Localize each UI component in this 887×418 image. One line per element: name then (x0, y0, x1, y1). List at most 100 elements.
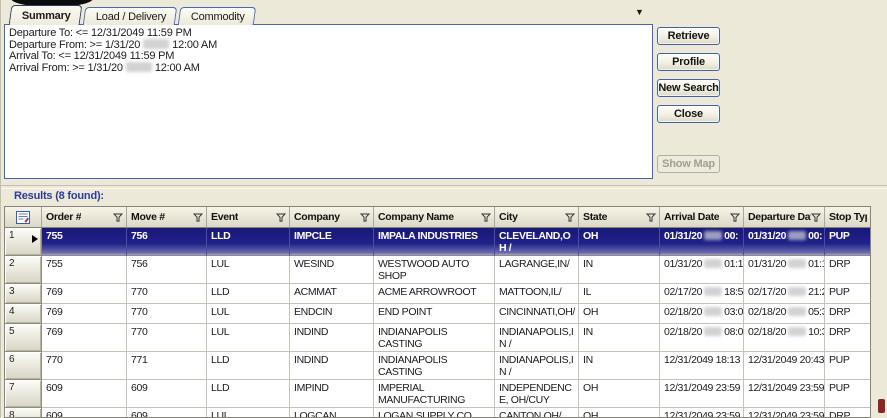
cell-stop-type[interactable]: PUP (825, 352, 870, 380)
dropdown-arrow-icon[interactable]: ▼ (635, 7, 644, 17)
cell-company-name[interactable]: END POINT (374, 304, 495, 324)
column-header-event[interactable]: Event (207, 207, 290, 227)
cell-stop-type[interactable]: PUP (825, 228, 870, 256)
cell-company[interactable]: IMPIND (290, 380, 374, 408)
cell-move[interactable]: 756 (127, 256, 207, 284)
column-header-company-name[interactable]: Company Name (374, 207, 495, 227)
cell-state[interactable]: OH (579, 304, 660, 324)
cell-move[interactable]: 770 (127, 304, 207, 324)
cell-departure-date[interactable]: 12/31/2049 23:59 (744, 408, 825, 417)
filter-funnel-icon[interactable] (276, 213, 286, 222)
filter-funnel-icon[interactable] (113, 213, 123, 222)
filter-funnel-icon[interactable] (565, 213, 575, 222)
row-number-cell[interactable]: 1 (5, 228, 42, 256)
cell-event[interactable]: LUL (207, 408, 290, 417)
cell-company-name[interactable]: INDIANAPOLIS CASTING (374, 324, 495, 352)
cell-departure-date[interactable]: 12/31/2049 20:43 (744, 352, 825, 380)
profile-button[interactable]: Profile (657, 53, 720, 71)
cell-move[interactable]: 770 (127, 284, 207, 304)
cell-arrival-date[interactable]: 12/31/2049 23:59 (660, 408, 744, 417)
cell-event[interactable]: LLD (207, 352, 290, 380)
column-header-arrival-date[interactable]: Arrival Date (660, 207, 744, 227)
row-number-cell[interactable]: 5 (5, 324, 42, 352)
cell-company[interactable]: LOGCAN (290, 408, 374, 417)
cell-move[interactable]: 770 (127, 324, 207, 352)
cell-departure-date[interactable]: 01/31/20 00: (744, 228, 825, 256)
filter-funnel-icon[interactable] (481, 213, 491, 222)
cell-company-name[interactable]: INDIANAPOLIS CASTING (374, 352, 495, 380)
column-header-stop-type[interactable]: Stop Type (825, 207, 870, 227)
cell-city[interactable]: CINCINNATI,OH/ (495, 304, 579, 324)
cell-state[interactable]: OH (579, 408, 660, 417)
row-number-cell[interactable]: 6 (5, 352, 42, 380)
new-search-button[interactable]: New Search (657, 79, 720, 97)
show-map-button[interactable]: Show Map (657, 155, 720, 173)
cell-event[interactable]: LUL (207, 324, 290, 352)
column-header-state[interactable]: State (579, 207, 660, 227)
cell-state[interactable]: IN (579, 352, 660, 380)
cell-company-name[interactable]: WESTWOOD AUTO SHOP (374, 256, 495, 284)
cell-state[interactable]: OH (579, 228, 660, 256)
cell-state[interactable]: IL (579, 284, 660, 304)
cell-city[interactable]: INDIANAPOLIS,IN / (495, 324, 579, 352)
select-all-header-cell[interactable] (5, 207, 42, 227)
filter-funnel-icon[interactable] (646, 213, 656, 222)
table-row[interactable]: 8 609 609 LUL LOGCAN LOGAN SUPPLY CO CANTON,OH… (5, 408, 870, 417)
column-header-company[interactable]: Company (290, 207, 374, 227)
close-button[interactable]: Close (657, 105, 720, 123)
table-row[interactable]: 3 769 770 LLD ACMMAT ACME ARROWROOT MATTOON,IL… (5, 284, 870, 304)
cell-city[interactable]: INDEPENDENCE, OH/CUY (495, 380, 579, 408)
cell-arrival-date[interactable]: 02/18/20 08:00 (660, 324, 744, 352)
cell-arrival-date[interactable]: 12/31/2049 18:13 (660, 352, 744, 380)
cell-move[interactable]: 771 (127, 352, 207, 380)
cell-order[interactable]: 609 (42, 408, 127, 417)
column-header-move[interactable]: Move # (127, 207, 207, 227)
column-header-city[interactable]: City (495, 207, 579, 227)
table-row[interactable]: 2 755 756 LUL WESIND WESTWOOD AUTO SHOP LAGRAN… (5, 256, 870, 284)
cell-event[interactable]: LUL (207, 304, 290, 324)
cell-event[interactable]: LUL (207, 256, 290, 284)
row-number-cell[interactable]: 8 (5, 408, 42, 417)
column-header-departure-dat[interactable]: Departure Dat (744, 207, 825, 227)
cell-departure-date[interactable]: 02/17/20 21:26 (744, 284, 825, 304)
row-number-cell[interactable]: 7 (5, 380, 42, 408)
cell-state[interactable]: OH (579, 380, 660, 408)
cell-move[interactable]: 756 (127, 228, 207, 256)
cell-city[interactable]: CANTON,OH/ (495, 408, 579, 417)
cell-company[interactable]: INDIND (290, 324, 374, 352)
cell-order[interactable]: 769 (42, 304, 127, 324)
cell-event[interactable]: LLD (207, 380, 290, 408)
cell-state[interactable]: IN (579, 256, 660, 284)
cell-arrival-date[interactable]: 12/31/2049 23:59 (660, 380, 744, 408)
cell-order[interactable]: 769 (42, 324, 127, 352)
cell-departure-date[interactable]: 02/18/20 10:30 (744, 324, 825, 352)
row-number-cell[interactable]: 2 (5, 256, 42, 284)
filter-funnel-icon[interactable] (360, 213, 370, 222)
cell-state[interactable]: IN (579, 324, 660, 352)
cell-city[interactable]: LAGRANGE,IN/ (495, 256, 579, 284)
cell-city[interactable]: CLEVELAND,OH / (495, 228, 579, 256)
tab-summary[interactable]: Summary (8, 5, 83, 25)
table-row[interactable]: 4 769 770 LUL ENDCIN END POINT CINCINNATI,OH/O… (5, 304, 870, 324)
filter-funnel-icon[interactable] (730, 213, 740, 222)
cell-stop-type[interactable]: DRP (825, 256, 870, 284)
cell-event[interactable]: LLD (207, 284, 290, 304)
cell-company-name[interactable]: LOGAN SUPPLY CO (374, 408, 495, 417)
cell-company[interactable]: WESIND (290, 256, 374, 284)
cell-departure-date[interactable]: 02/18/20 05:35 (744, 304, 825, 324)
table-row[interactable]: 6 770 771 LLD INDIND INDIANAPOLIS CASTING INDI… (5, 352, 870, 380)
cell-company[interactable]: IMPCLE (290, 228, 374, 256)
cell-order[interactable]: 609 (42, 380, 127, 408)
tab-commodity[interactable]: Commodity (177, 7, 257, 25)
cell-event[interactable]: LLD (207, 228, 290, 256)
cell-move[interactable]: 609 (127, 380, 207, 408)
cell-departure-date[interactable]: 01/31/20 01:17 (744, 256, 825, 284)
cell-company-name[interactable]: IMPALA INDUSTRIES (374, 228, 495, 256)
table-row[interactable]: 7 609 609 LLD IMPIND IMPERIAL MANUFACTURING IN… (5, 380, 870, 408)
cell-order[interactable]: 769 (42, 284, 127, 304)
cell-company-name[interactable]: ACME ARROWROOT (374, 284, 495, 304)
cell-arrival-date[interactable]: 02/18/20 03:05 (660, 304, 744, 324)
cell-company[interactable]: INDIND (290, 352, 374, 380)
cell-stop-type[interactable]: DRP (825, 324, 870, 352)
table-row[interactable]: 5 769 770 LUL INDIND INDIANAPOLIS CASTING INDI… (5, 324, 870, 352)
